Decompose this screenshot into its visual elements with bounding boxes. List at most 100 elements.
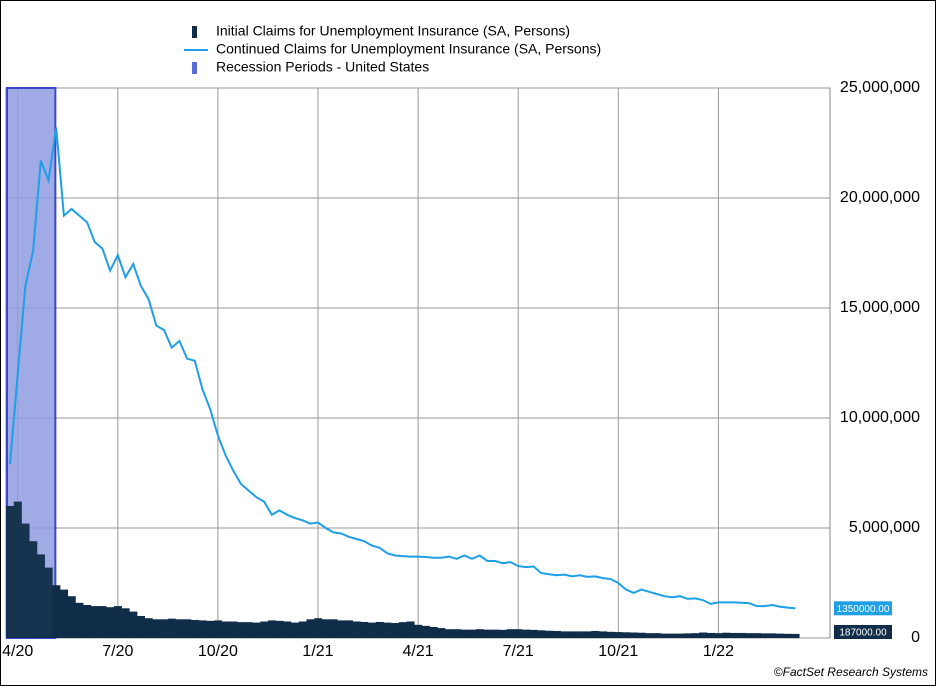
bar xyxy=(506,629,515,638)
x-tick-label: 10/20 xyxy=(198,643,238,660)
bar xyxy=(60,589,69,638)
bar xyxy=(568,631,577,638)
bar xyxy=(645,633,654,638)
bar xyxy=(237,622,246,638)
bar xyxy=(437,628,446,638)
bar xyxy=(190,619,199,638)
bar xyxy=(137,616,146,638)
bar xyxy=(329,619,338,638)
bar xyxy=(483,629,492,638)
bar xyxy=(583,631,592,638)
bar xyxy=(452,629,461,638)
bar xyxy=(760,633,769,638)
bar xyxy=(375,621,384,638)
bar xyxy=(144,618,153,638)
bar xyxy=(753,633,762,638)
bar xyxy=(668,633,677,638)
bar xyxy=(267,620,276,638)
bar xyxy=(398,622,407,638)
bar xyxy=(13,501,22,638)
bar xyxy=(21,523,30,638)
bar xyxy=(522,629,531,638)
bar xyxy=(75,602,84,638)
bar xyxy=(622,632,631,638)
x-tick-label: 4/20 xyxy=(2,643,33,660)
bar xyxy=(67,596,76,638)
bar xyxy=(175,619,184,638)
bar xyxy=(729,632,738,638)
bar xyxy=(591,630,600,638)
bar xyxy=(475,629,484,638)
bar xyxy=(337,620,346,638)
bar xyxy=(498,629,507,638)
bar xyxy=(699,632,708,638)
bar xyxy=(560,631,569,638)
bar xyxy=(252,622,261,638)
bar xyxy=(291,622,300,638)
legend-swatch xyxy=(192,62,197,74)
bar xyxy=(421,625,430,638)
y-tick-label: 10,000,000 xyxy=(840,409,920,426)
bar xyxy=(90,606,99,638)
line xyxy=(9,127,796,610)
bar xyxy=(783,633,792,638)
bar xyxy=(221,621,230,638)
bar xyxy=(529,629,538,638)
bar xyxy=(160,619,169,638)
end-tag-label: 187000.00 xyxy=(839,628,887,639)
bar xyxy=(352,621,361,638)
bar xyxy=(460,629,469,638)
bar xyxy=(552,630,561,638)
bar xyxy=(298,621,307,638)
bar xyxy=(344,620,353,638)
bar xyxy=(545,630,554,638)
end-tag xyxy=(834,601,892,616)
bar xyxy=(468,629,477,638)
bar xyxy=(714,633,723,638)
legend-swatch xyxy=(192,26,197,38)
bar xyxy=(229,621,238,638)
bar xyxy=(537,630,546,638)
bar xyxy=(575,631,584,638)
legend-label: Initial Claims for Unemployment Insuranc… xyxy=(216,23,570,39)
bar xyxy=(768,633,777,638)
end-tag xyxy=(834,625,892,639)
bar xyxy=(275,620,284,638)
bar xyxy=(660,633,669,638)
x-tick-label: 10/21 xyxy=(598,643,638,660)
legend-label: Recession Periods - United States xyxy=(216,59,429,75)
y-tick-label: 25,000,000 xyxy=(840,79,920,96)
bar xyxy=(98,606,107,638)
x-tick-label: 4/21 xyxy=(403,643,434,660)
bar xyxy=(599,631,608,638)
bar xyxy=(445,629,454,638)
bar xyxy=(183,619,192,638)
end-tag-label: 1350000.00 xyxy=(837,604,890,615)
bar xyxy=(406,621,415,638)
bar xyxy=(776,633,785,638)
bar xyxy=(44,567,53,638)
y-tick-label: 0 xyxy=(911,629,920,646)
bar xyxy=(52,585,61,638)
bar xyxy=(722,632,731,638)
bar xyxy=(314,618,323,638)
bar xyxy=(214,620,223,638)
bar xyxy=(29,541,38,638)
y-tick-label: 20,000,000 xyxy=(840,189,920,206)
bar xyxy=(683,633,692,638)
bar xyxy=(606,631,615,638)
bar xyxy=(83,605,92,638)
y-tick-label: 5,000,000 xyxy=(849,519,920,536)
bar xyxy=(321,619,330,638)
bar xyxy=(652,633,661,638)
bar xyxy=(706,632,715,638)
bar xyxy=(368,622,377,638)
x-tick-label: 1/21 xyxy=(302,643,333,660)
bar xyxy=(791,633,800,638)
bar xyxy=(113,606,122,638)
bar xyxy=(283,621,292,638)
bar xyxy=(167,618,176,638)
bar xyxy=(244,622,253,638)
bar xyxy=(737,632,746,638)
